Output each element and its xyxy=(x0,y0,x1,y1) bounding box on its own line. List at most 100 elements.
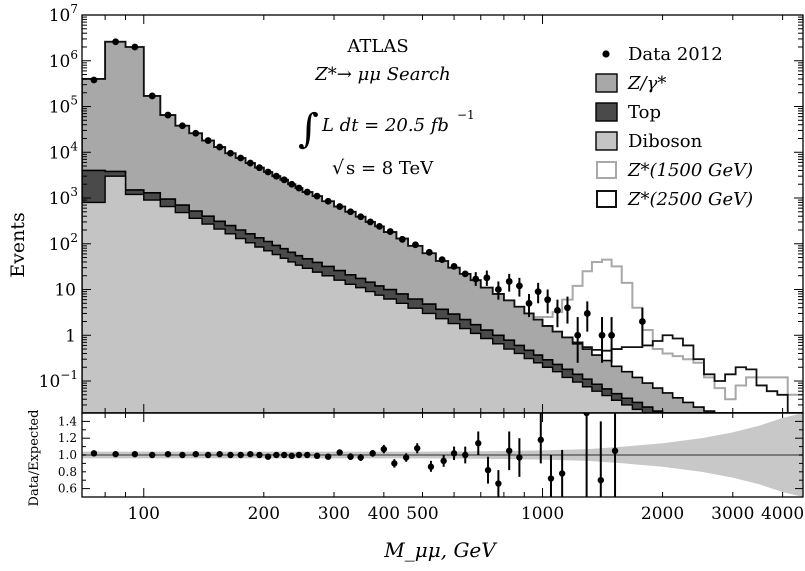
tick-base: 10 xyxy=(49,143,71,163)
ratio-point xyxy=(295,451,303,459)
ratio-panel: 1.4 1.2 1.0 0.8 0.6 100 200 300 400 500 1000 2000 3… xyxy=(58,412,804,524)
tick-base: 10 xyxy=(49,52,71,72)
data-point xyxy=(256,164,263,172)
top-y-tick-label: 106 xyxy=(49,48,78,72)
tick-base: 10 xyxy=(49,189,71,209)
top-y-tick-label: 105 xyxy=(49,94,78,118)
data-point xyxy=(472,275,480,283)
data-point xyxy=(216,143,224,151)
data-point xyxy=(164,111,172,119)
data-point xyxy=(131,43,139,51)
legend: Data 2012 Z/γ* Top Diboson Z*(1500 GeV) Z*(25… xyxy=(595,44,753,210)
data-point xyxy=(288,180,296,188)
legend-label: Diboson xyxy=(628,131,703,152)
atlas-annotation: ATLAS Z*→ μμ Search ∫ L dt = 20.5 fb −1 … xyxy=(298,36,475,179)
legend-label: Z*(1500 GeV) xyxy=(627,160,753,181)
sqrt-sign: √ xyxy=(332,157,345,179)
search-title: Z*→ μμ Search xyxy=(314,64,450,85)
data-point xyxy=(303,188,311,196)
y-axis-title: Events xyxy=(7,212,29,277)
data-point xyxy=(483,274,491,282)
ratio-point xyxy=(484,466,492,474)
zstar-2500-line xyxy=(82,40,803,413)
data-point xyxy=(608,331,615,339)
data-point xyxy=(324,197,332,205)
ratio-y-tick-label: 1.2 xyxy=(58,431,77,445)
data-point xyxy=(237,154,245,162)
data-point xyxy=(386,228,394,235)
tick-exponent: −1 xyxy=(60,368,78,382)
tick-exponent: 7 xyxy=(70,2,78,16)
data-point xyxy=(554,306,561,314)
ratio-y-axis-title: Data/Expected xyxy=(27,410,42,507)
x-tick-label: 4000 xyxy=(761,504,804,524)
top-y-tick-label: 104 xyxy=(49,139,79,163)
ratio-point xyxy=(462,451,469,459)
ratio-point xyxy=(391,460,398,467)
ratio-point xyxy=(216,450,223,458)
ratio-point xyxy=(611,447,619,454)
luminosity-exponent: −1 xyxy=(457,108,475,122)
ratio-point xyxy=(273,451,280,459)
data-point xyxy=(246,159,254,167)
ratio-point xyxy=(369,450,376,457)
data-point xyxy=(525,299,533,307)
data-point xyxy=(583,310,591,317)
tick-exponent: 2 xyxy=(70,231,78,245)
tick-base: 10 xyxy=(54,281,76,301)
data-point xyxy=(598,331,606,339)
x-tick-label: 100 xyxy=(128,504,160,524)
data-point xyxy=(412,241,419,249)
data-point xyxy=(574,331,582,339)
ratio-point xyxy=(380,445,388,453)
ratio-point xyxy=(264,453,272,460)
ratio-y-tick-label: 0.8 xyxy=(58,465,77,479)
x-tick-label: 500 xyxy=(406,504,438,524)
ratio-point xyxy=(304,451,311,459)
data-point xyxy=(227,149,234,157)
legend-swatch xyxy=(595,102,618,122)
x-tick-label: 2000 xyxy=(641,504,684,524)
top-y-tick-label: 103 xyxy=(49,185,78,209)
tick-exponent: 6 xyxy=(70,48,78,62)
tick-base: 10 xyxy=(39,372,61,392)
x-axis-title: M_μμ, GeV xyxy=(383,538,498,562)
data-point xyxy=(425,248,433,256)
data-point xyxy=(534,288,542,296)
ratio-point xyxy=(131,450,139,458)
legend-label: Z/γ* xyxy=(627,73,666,94)
ratio-y-tick-label: 1.4 xyxy=(58,414,77,428)
uncertainty-band xyxy=(82,413,803,497)
ratio-point xyxy=(347,453,354,460)
legend-marker-data xyxy=(602,50,610,58)
data-point xyxy=(366,218,374,226)
legend-label: Data 2012 xyxy=(628,44,723,65)
data-point xyxy=(179,122,186,130)
data-point xyxy=(204,137,212,144)
data-point xyxy=(398,235,406,243)
data-point xyxy=(376,222,383,230)
diboson-histogram xyxy=(82,175,803,413)
ratio-point xyxy=(597,477,604,484)
top-y-tick-label: 107 xyxy=(49,2,78,26)
ratio-point xyxy=(112,450,119,458)
ratio-point xyxy=(440,457,447,465)
x-tick-label: 3000 xyxy=(711,504,754,524)
ratio-point xyxy=(204,451,212,459)
data-point xyxy=(638,318,646,325)
tick-base: 1 xyxy=(65,326,76,346)
ratio-point xyxy=(558,470,566,477)
ratio-point xyxy=(324,453,332,460)
x-tick-label: 1000 xyxy=(521,504,564,524)
experiment-label: ATLAS xyxy=(346,36,408,57)
tick-exponent: 3 xyxy=(70,185,78,199)
ratio-point xyxy=(427,463,435,470)
legend-line-swatch xyxy=(596,190,617,208)
ratio-point xyxy=(256,451,263,459)
ratio-point xyxy=(227,451,234,459)
integral-sign: ∫ xyxy=(298,106,319,152)
legend-label: Z*(2500 GeV) xyxy=(627,189,753,210)
legend-swatch xyxy=(595,131,618,151)
